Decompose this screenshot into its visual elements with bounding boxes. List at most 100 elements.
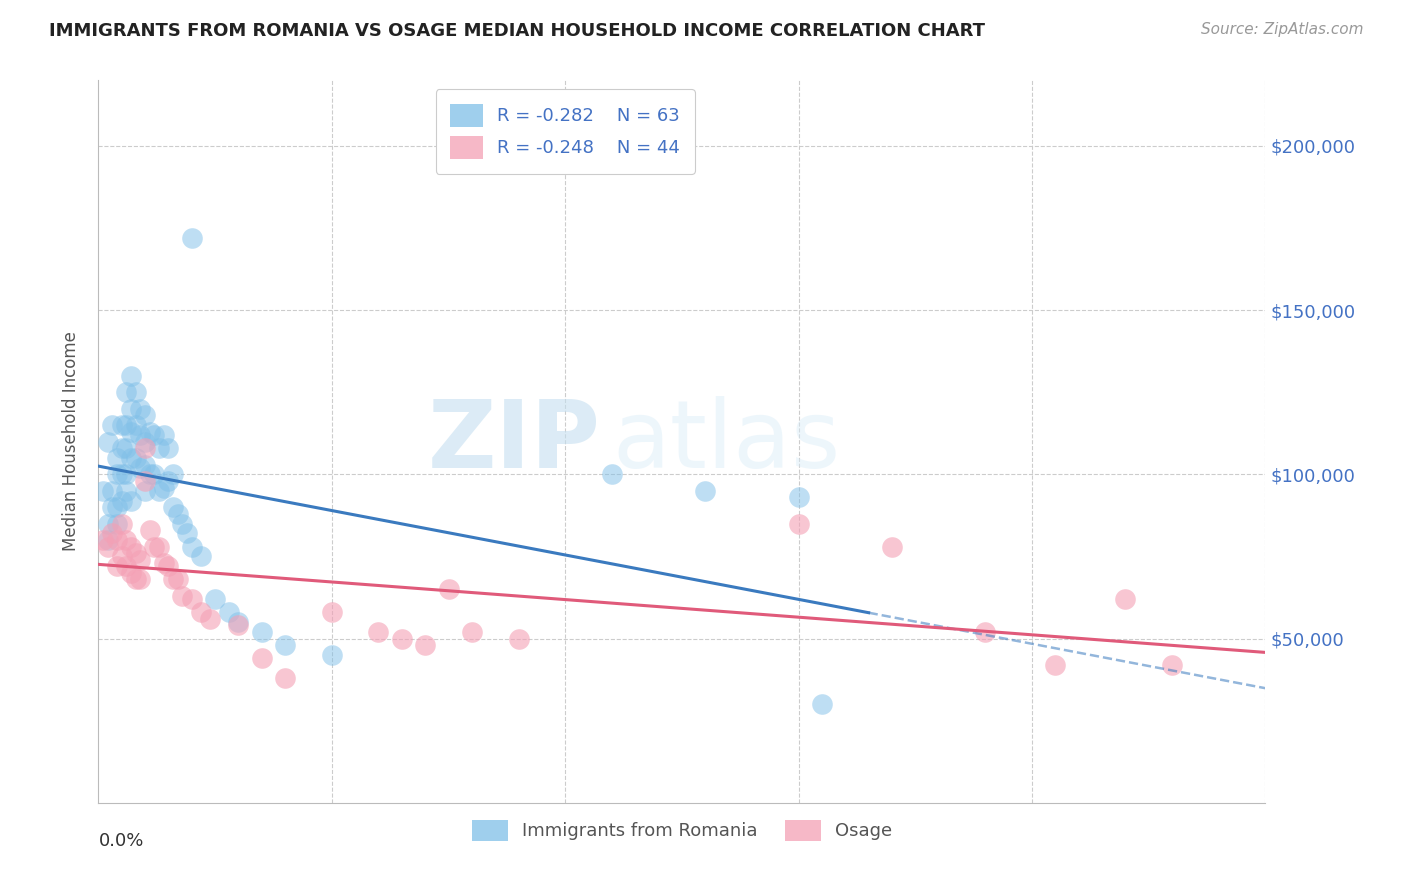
Y-axis label: Median Household Income: Median Household Income	[62, 332, 80, 551]
Point	[111, 418, 134, 433]
Point	[274, 638, 297, 652]
Point	[91, 533, 114, 547]
Point	[367, 625, 389, 640]
Point	[200, 612, 222, 626]
Point	[228, 615, 250, 630]
Point	[120, 540, 142, 554]
Point	[172, 589, 194, 603]
Text: ZIP: ZIP	[427, 395, 600, 488]
Point	[166, 573, 188, 587]
Point	[250, 651, 273, 665]
Point	[115, 533, 138, 547]
Legend: Immigrants from Romania, Osage: Immigrants from Romania, Osage	[464, 813, 900, 848]
Point	[101, 500, 124, 515]
Point	[129, 401, 152, 416]
Point	[321, 648, 343, 662]
Point	[143, 428, 166, 442]
Point	[180, 231, 202, 245]
Point	[125, 418, 148, 433]
Point	[111, 467, 134, 482]
Point	[143, 540, 166, 554]
Point	[162, 573, 184, 587]
Point	[125, 385, 148, 400]
Point	[97, 540, 120, 554]
Point	[97, 516, 120, 531]
Point	[811, 698, 834, 712]
Point	[134, 483, 156, 498]
Point	[1114, 592, 1136, 607]
Point	[120, 566, 142, 580]
Point	[101, 483, 124, 498]
Point	[134, 409, 156, 423]
Point	[105, 450, 128, 465]
Point	[120, 401, 142, 416]
Point	[250, 625, 273, 640]
Point	[413, 638, 436, 652]
Point	[166, 507, 188, 521]
Point	[101, 526, 124, 541]
Point	[120, 368, 142, 383]
Point	[162, 500, 184, 515]
Point	[129, 573, 152, 587]
Point	[129, 553, 152, 567]
Point	[97, 533, 120, 547]
Point	[134, 434, 156, 449]
Point	[228, 618, 250, 632]
Point	[101, 418, 124, 433]
Point	[391, 632, 413, 646]
Point	[152, 481, 174, 495]
Point	[152, 428, 174, 442]
Point	[139, 467, 162, 482]
Point	[111, 493, 134, 508]
Point	[105, 467, 128, 482]
Point	[111, 516, 134, 531]
Point	[115, 483, 138, 498]
Point	[1045, 657, 1067, 672]
Point	[134, 441, 156, 455]
Point	[115, 467, 138, 482]
Point	[97, 434, 120, 449]
Point	[134, 474, 156, 488]
Point	[129, 460, 152, 475]
Point	[120, 493, 142, 508]
Point	[139, 425, 162, 439]
Point	[139, 523, 162, 537]
Point	[115, 559, 138, 574]
Point	[152, 556, 174, 570]
Point	[91, 483, 114, 498]
Point	[129, 428, 152, 442]
Point	[695, 483, 717, 498]
Point	[204, 592, 226, 607]
Point	[105, 516, 128, 531]
Point	[115, 385, 138, 400]
Point	[134, 458, 156, 472]
Point	[461, 625, 484, 640]
Point	[274, 671, 297, 685]
Text: IMMIGRANTS FROM ROMANIA VS OSAGE MEDIAN HOUSEHOLD INCOME CORRELATION CHART: IMMIGRANTS FROM ROMANIA VS OSAGE MEDIAN …	[49, 22, 986, 40]
Point	[157, 559, 180, 574]
Point	[111, 441, 134, 455]
Point	[508, 632, 530, 646]
Point	[787, 491, 810, 505]
Point	[125, 573, 148, 587]
Point	[190, 605, 212, 619]
Point	[321, 605, 343, 619]
Point	[190, 549, 212, 564]
Point	[148, 441, 170, 455]
Point	[115, 441, 138, 455]
Point	[176, 526, 198, 541]
Point	[172, 516, 194, 531]
Point	[120, 450, 142, 465]
Point	[180, 540, 202, 554]
Text: atlas: atlas	[612, 395, 841, 488]
Point	[974, 625, 997, 640]
Point	[148, 483, 170, 498]
Point	[218, 605, 240, 619]
Point	[125, 546, 148, 560]
Point	[600, 467, 623, 482]
Point	[880, 540, 903, 554]
Point	[1161, 657, 1184, 672]
Point	[180, 592, 202, 607]
Point	[148, 540, 170, 554]
Point	[125, 450, 148, 465]
